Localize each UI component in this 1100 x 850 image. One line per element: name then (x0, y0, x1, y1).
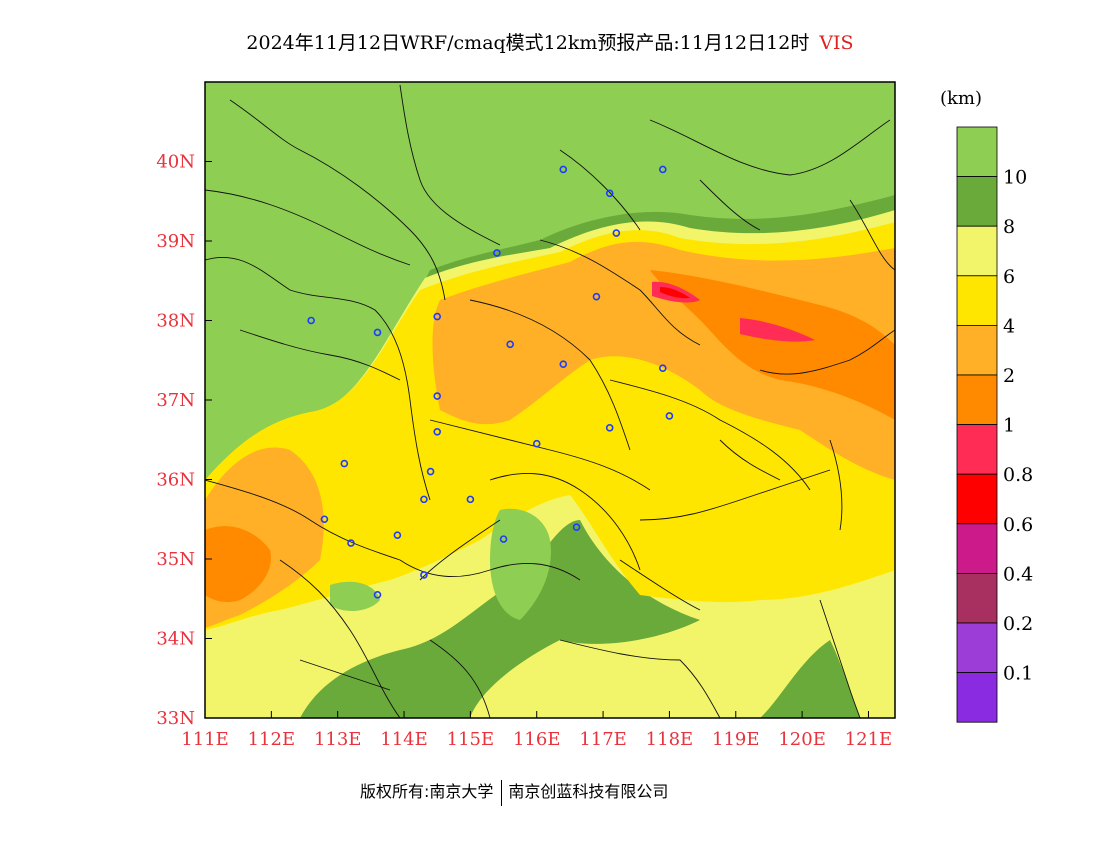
city-marker (592, 292, 601, 301)
lon-tick-label: 112E (248, 729, 296, 750)
lon-tick-label: 117E (579, 729, 627, 750)
city-marker (373, 328, 382, 337)
vis-field-0.8-1 (652, 281, 815, 342)
colorbar-label: 1 (1003, 415, 1015, 437)
lat-tick-label: 37N (156, 390, 195, 411)
lon-tick-label: 116E (513, 729, 561, 750)
colorbar-swatch (956, 275, 998, 326)
lon-tick-label: 114E (380, 729, 428, 750)
lat-tick-label: 35N (156, 549, 195, 570)
colorbar-label: 10 (1003, 167, 1027, 189)
city-marker (612, 229, 621, 237)
city-marker (433, 312, 442, 321)
city-marker (433, 427, 442, 436)
colorbar-label: 0.8 (1003, 464, 1033, 486)
colorbar-label: 0.6 (1003, 514, 1033, 536)
city-marker (658, 165, 667, 174)
copyright-text: 版权所有:南京大学 (360, 782, 494, 801)
map-title: 2024年11月12日WRF/cmaq模式12km预报产品:11月12日12时 V… (0, 28, 1100, 55)
city-marker (605, 189, 614, 198)
city-marker (466, 495, 475, 504)
colorbar-label: 2 (1003, 365, 1015, 387)
city-marker (433, 392, 442, 400)
city-marker (658, 364, 667, 373)
lat-tick-label: 40N (156, 152, 195, 173)
colorbar: 10 8 6 4 2 1 0.8 0.6 0.4 0.2 0.1 (956, 126, 1033, 723)
lon-tick-label: 113E (314, 729, 362, 750)
map-plot-area (205, 82, 895, 718)
city-marker (665, 412, 674, 420)
colorbar-swatch (956, 672, 998, 723)
longitude-axis: 111E 112E 113E 114E 115E 116E 117E 118E 119E 120E… (181, 711, 892, 750)
admin-boundaries (205, 84, 895, 718)
lat-tick-label: 39N (156, 231, 195, 252)
company-text: 南京创蓝科技有限公司 (508, 782, 669, 801)
city-marker (426, 467, 435, 476)
city-marker (532, 439, 541, 448)
colorbar-label: 0.1 (1003, 663, 1033, 685)
colorbar-label: 0.2 (1003, 613, 1033, 635)
title-main: 2024年11月12日WRF/cmaq模式12km预报产品:11月12日12时 (246, 32, 810, 54)
city-marker (420, 495, 428, 504)
colorbar-unit: (km) (940, 88, 983, 109)
lat-tick-label: 34N (156, 629, 195, 650)
colorbar-swatch (956, 324, 998, 376)
city-marker (347, 539, 355, 547)
colorbar-label: 6 (1003, 266, 1015, 288)
footer: 版权所有:南京大学 南京创蓝科技有限公司 (360, 778, 668, 806)
lat-tick-label: 36N (156, 470, 195, 491)
city-marker (420, 571, 428, 579)
lon-tick-label: 111E (181, 729, 229, 750)
city-marker (605, 424, 614, 432)
city-marker (307, 316, 315, 325)
lon-tick-label: 119E (712, 729, 760, 750)
city-marker (559, 165, 568, 174)
colorbar-swatch (956, 374, 998, 425)
colorbar-swatch (956, 176, 998, 227)
lon-tick-label: 120E (778, 729, 826, 750)
colorbar-swatch (956, 225, 998, 277)
colorbar-label: 0.4 (1003, 563, 1033, 585)
title-variable: VIS (819, 32, 854, 54)
lat-tick-label: 38N (156, 311, 195, 332)
city-marker (393, 531, 402, 539)
colorbar-swatch (956, 473, 998, 525)
footer-divider (501, 779, 503, 806)
colorbar-label: 8 (1003, 216, 1015, 238)
colorbar-swatch (956, 622, 998, 673)
lon-tick-label: 115E (447, 729, 495, 750)
city-marker (373, 590, 382, 599)
city-marker (572, 523, 581, 532)
lon-tick-label: 118E (646, 729, 694, 750)
city-marker (499, 535, 508, 543)
city-marker (493, 249, 501, 257)
colorbar-swatch (956, 523, 998, 574)
colorbar-swatch (956, 126, 998, 177)
lat-tick-label: 33N (156, 708, 195, 729)
city-marker (506, 340, 514, 349)
city-marker (320, 515, 329, 524)
colorbar-label: 4 (1003, 315, 1015, 337)
colorbar-swatch (956, 573, 998, 624)
vis-field-green-south-2 (330, 581, 380, 612)
city-marker (340, 459, 349, 468)
latitude-axis: 33N 34N 35N 36N 37N 38N 39N 40N (156, 152, 212, 729)
city-markers (307, 165, 674, 599)
city-marker (559, 360, 568, 369)
lon-tick-label: 121E (845, 729, 893, 750)
vis-field-0.6-0.8 (660, 287, 690, 299)
colorbar-swatch (956, 424, 998, 475)
